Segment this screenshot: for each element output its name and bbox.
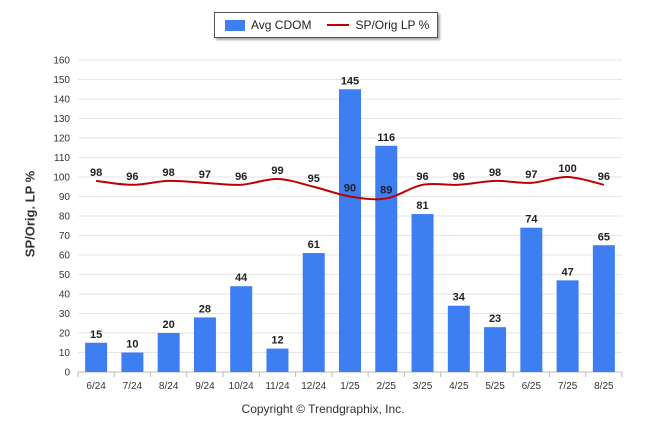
copyright-text: Copyright © Trendgraphix, Inc.: [241, 402, 405, 416]
line-series-sp-orig-lp: [96, 175, 605, 201]
bar: [556, 280, 579, 372]
data-labels: 15 10 20 28 44 12 61 145 116 81 34 23 74 47 65 98 96 98 97…: [90, 75, 610, 350]
line-value-label: 96: [598, 171, 610, 183]
legend-item-sp-orig[interactable]: SP/Orig LP %: [311, 18, 429, 32]
legend-label-avg-cdom: Avg CDOM: [251, 18, 312, 32]
x-tick-label: 9/24: [195, 381, 215, 392]
y-tick-label: 10: [59, 348, 71, 359]
x-tick-label: 12/24: [301, 381, 326, 392]
x-tick-label: 11/24: [265, 381, 290, 392]
x-axis-ticks: 6/24 7/24 8/24 9/24 10/24 11/24 12/24 1/25 2/25 3…: [77, 372, 623, 392]
y-tick-label: 20: [59, 329, 71, 340]
x-tick-label: 6/24: [86, 381, 106, 392]
bar-value-label: 74: [525, 214, 538, 226]
line-value-label: 89: [380, 184, 392, 196]
y-tick-label: 70: [59, 231, 71, 242]
bar-value-label: 23: [489, 313, 501, 325]
y-axis-title: SP/Orig. LP %: [22, 170, 38, 258]
bar-value-label: 65: [598, 231, 610, 243]
line-value-label: 98: [90, 167, 102, 179]
x-tick-label: 2/25: [377, 381, 397, 392]
x-tick-label: 8/25: [594, 381, 614, 392]
line-value-label: 95: [308, 173, 320, 185]
y-tick-label: 90: [59, 192, 71, 203]
bar: [375, 145, 398, 372]
x-tick-label: 3/25: [413, 381, 433, 392]
x-tick-label: 4/25: [449, 381, 469, 392]
x-tick-label: 1/25: [340, 381, 360, 392]
line-value-label: 100: [558, 163, 576, 175]
y-tick-label: 110: [54, 153, 70, 164]
y-tick-label: 130: [53, 114, 70, 125]
x-tick-label: 7/24: [123, 381, 143, 392]
y-axis-ticks: 0 10 20 30 40 50 60 70 80 90 100 110 120 130 140 150 160: [53, 56, 70, 379]
bar: [592, 245, 615, 372]
bar-value-label: 34: [453, 292, 466, 304]
line-value-label: 98: [163, 167, 175, 179]
bar-value-label: 10: [126, 339, 138, 351]
bar: [85, 342, 108, 372]
bar-value-label: 61: [308, 239, 320, 251]
line-value-label: 96: [126, 171, 138, 183]
y-tick-label: 80: [59, 212, 71, 223]
bar: [157, 333, 180, 372]
bar-value-label: 116: [377, 132, 395, 144]
bar-value-label: 28: [199, 303, 211, 315]
bar: [230, 286, 253, 372]
bar: [121, 352, 144, 372]
bar-value-label: 44: [235, 272, 248, 284]
line-value-label: 96: [453, 171, 465, 183]
x-tick-label: 5/25: [485, 381, 505, 392]
y-tick-label: 120: [53, 134, 70, 145]
bar-value-label: 15: [90, 329, 102, 341]
bar: [447, 305, 470, 372]
bar: [411, 214, 434, 372]
bar: [339, 89, 361, 372]
line-path: [96, 175, 605, 201]
y-tick-label: 150: [53, 75, 70, 86]
line-value-label: 97: [525, 169, 537, 181]
line-value-label: 96: [416, 171, 428, 183]
bar-value-label: 12: [271, 335, 283, 347]
y-tick-label: 30: [59, 309, 71, 320]
bar: [520, 227, 543, 372]
bar-value-label: 81: [416, 200, 428, 212]
bar-series-avg-cdom: [85, 89, 615, 372]
y-tick-label: 100: [53, 173, 70, 184]
line-value-label: 98: [489, 167, 501, 179]
x-tick-label: 7/25: [558, 381, 578, 392]
bar: [302, 253, 325, 372]
bar: [484, 327, 507, 372]
legend[interactable]: Avg CDOM SP/Orig LP %: [214, 12, 438, 38]
y-tick-label: 0: [64, 368, 70, 379]
x-tick-label: 8/24: [159, 381, 179, 392]
line-swatch-icon: [327, 24, 350, 26]
line-value-label: 90: [344, 183, 356, 195]
line-value-label: 99: [271, 165, 283, 177]
y-tick-label: 50: [59, 270, 71, 281]
x-tick-label: 10/24: [229, 381, 254, 392]
bar-value-label: 47: [561, 266, 573, 278]
line-value-label: 96: [235, 171, 247, 183]
y-tick-label: 40: [59, 290, 71, 301]
y-tick-label: 140: [53, 95, 70, 106]
y-tick-label: 160: [53, 56, 70, 67]
y-tick-label: 60: [59, 251, 71, 262]
bar-swatch-icon: [225, 19, 245, 31]
bar-value-label: 20: [163, 319, 175, 331]
legend-label-sp-orig: SP/Orig LP %: [355, 18, 430, 32]
x-tick-label: 6/25: [522, 381, 542, 392]
bar-value-label: 145: [341, 75, 359, 87]
legend-item-avg-cdom[interactable]: Avg CDOM: [215, 18, 311, 32]
bar: [266, 348, 289, 372]
line-value-label: 97: [199, 169, 211, 181]
bar: [193, 317, 216, 372]
